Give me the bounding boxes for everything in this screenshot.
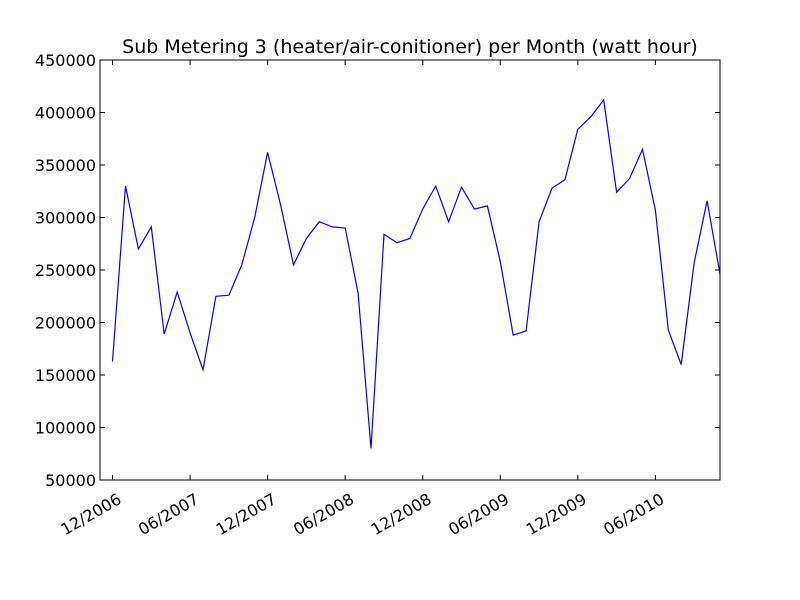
y-tick-label: 150000: [35, 366, 96, 385]
y-tick-label: 350000: [35, 156, 96, 175]
y-axis: 50000 100000 150000 200000 250000 300000 35000…: [35, 51, 720, 490]
y-tick-label: 300000: [35, 209, 96, 228]
y-tick-label: 400000: [35, 104, 96, 123]
series-line: [111, 98, 721, 449]
chart-title: Sub Metering 3 (heater/air-conitioner) p…: [122, 36, 698, 58]
y-tick-label: 100000: [35, 419, 96, 438]
plot-area: [100, 60, 720, 480]
plot-frame: [99, 59, 721, 481]
y-tick-label: 200000: [35, 314, 96, 333]
y-tick-label: 50000: [45, 471, 96, 490]
y-tick-label: 250000: [35, 261, 96, 280]
y-tick-label: 450000: [35, 51, 96, 70]
